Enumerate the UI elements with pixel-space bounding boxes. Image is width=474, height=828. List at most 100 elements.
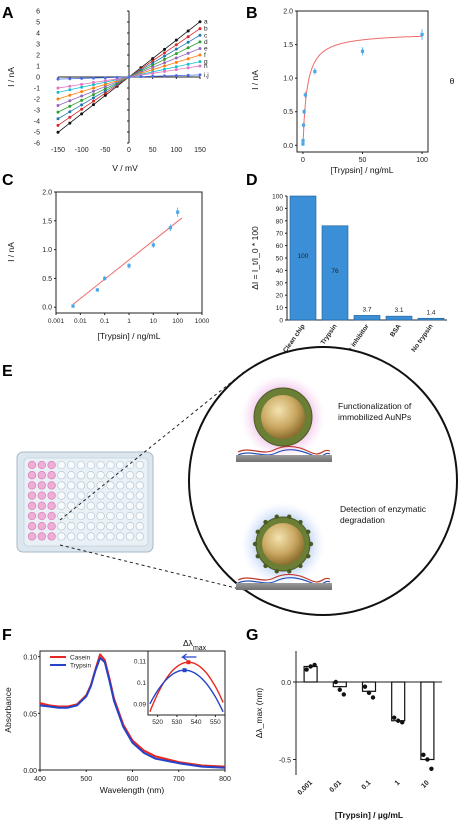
replicate-point <box>429 766 434 771</box>
data-point-b <box>103 91 107 95</box>
data-point <box>303 93 307 97</box>
y-tick-label: 1 <box>36 64 40 71</box>
well <box>47 501 56 510</box>
data-point <box>103 276 107 281</box>
fit-line <box>72 217 183 305</box>
particle-spike <box>252 541 258 547</box>
y-tick-label: 2 <box>36 53 40 60</box>
well <box>106 532 115 541</box>
y-tick-label: 1.0 <box>283 76 293 83</box>
data-point <box>127 264 131 268</box>
well <box>37 460 46 470</box>
series-label-b: b <box>204 26 208 33</box>
well <box>76 511 86 521</box>
data-point-i,j <box>92 76 95 80</box>
x-tick-label: 0.001 <box>297 779 314 796</box>
replicate-point <box>308 664 313 669</box>
data-point-c <box>151 61 155 65</box>
panel-letter-c: C <box>2 172 14 189</box>
data-point-d <box>92 93 95 97</box>
data-point-i,j <box>103 76 107 80</box>
legend-label-trypsin: Trypsin <box>70 663 91 670</box>
well <box>27 481 37 490</box>
y-tick-label: 0 <box>279 318 283 325</box>
well <box>96 460 105 470</box>
particle-spike <box>287 514 292 519</box>
particle-spike <box>306 529 311 535</box>
data-point-d <box>186 46 190 50</box>
well <box>67 481 76 490</box>
data-point-a <box>163 47 166 51</box>
data-point-h <box>186 66 190 70</box>
particle-spike <box>306 553 311 559</box>
series-line-trypsin <box>39 656 226 769</box>
well <box>57 460 66 470</box>
well <box>106 481 115 490</box>
well <box>37 511 46 521</box>
x-tick-label: 600 <box>127 776 139 783</box>
data-point-i,j <box>80 76 84 80</box>
chart-c: 0.0 0.5 1.0 1.5 2.0 0.001 0.01 0.1 1 10 100 1000 [Tr… <box>6 190 210 342</box>
well <box>135 471 144 480</box>
x-tick-label: 0.1 <box>361 779 373 791</box>
well <box>116 491 125 500</box>
replicate-point <box>304 667 309 672</box>
data-point-h <box>151 71 155 75</box>
well <box>27 532 37 541</box>
replicate-point <box>396 718 401 723</box>
well <box>96 481 105 490</box>
well <box>47 532 56 541</box>
replicate-point <box>425 757 430 762</box>
zoom-circle <box>188 346 458 616</box>
inset-title-subscript: max <box>193 645 207 652</box>
well <box>86 532 95 541</box>
data-point-f <box>68 93 72 97</box>
inset-x-tick-label: 530 <box>171 719 182 726</box>
data-point-d <box>151 63 155 67</box>
data-point-d <box>174 52 178 56</box>
data-point-i,j <box>198 73 202 77</box>
y-tick-label: 4 <box>36 31 40 38</box>
data-point-i,j <box>174 74 178 78</box>
y-axis-label: I / nA <box>6 242 16 262</box>
bar-value-label: 100 <box>298 253 309 260</box>
well <box>67 491 76 500</box>
well <box>125 491 135 500</box>
data-point-a <box>198 20 202 24</box>
inset-title: Δλmax <box>183 638 207 652</box>
data-point-f <box>174 60 178 64</box>
data-point <box>168 226 172 230</box>
well <box>125 471 135 480</box>
data-point-f <box>186 57 190 61</box>
x-tick-label: 50 <box>359 157 367 164</box>
panel-letter-e: E <box>2 363 13 380</box>
x-tick-label: 1000 <box>195 318 210 325</box>
data-point-a <box>68 121 72 125</box>
inset-curve-trypsin <box>149 669 224 713</box>
replicate-point <box>400 720 405 725</box>
chart-b: 0.0 0.5 1.0 1.5 2.0 0 50 100 [Trypsin] / ng/mL I … <box>250 9 455 176</box>
data-point <box>313 69 317 74</box>
well <box>135 501 144 510</box>
well <box>57 491 66 500</box>
bar-4 <box>391 681 406 722</box>
data-point-e <box>163 61 166 65</box>
data-point-d <box>163 57 166 61</box>
well <box>135 491 144 500</box>
well <box>135 532 144 541</box>
well <box>76 460 86 470</box>
well <box>67 471 76 480</box>
data-point-c <box>80 103 84 107</box>
particle-spike <box>287 569 292 574</box>
x-tick-label: -150 <box>51 147 65 154</box>
bar-5 <box>420 681 435 761</box>
bar-4 <box>385 315 413 321</box>
well <box>37 501 46 510</box>
well <box>135 522 144 531</box>
well-plate <box>16 451 154 553</box>
y-tick-label: 50 <box>276 256 284 263</box>
y-tick-label: -5 <box>34 130 40 137</box>
well <box>37 481 46 490</box>
well <box>116 460 125 470</box>
